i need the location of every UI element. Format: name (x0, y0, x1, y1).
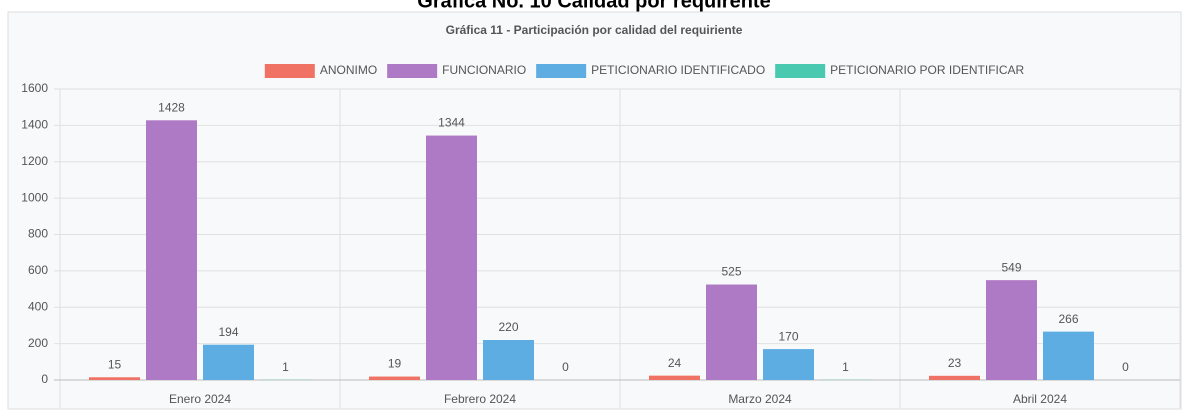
bar (763, 349, 814, 380)
legend-label: FUNCIONARIO (442, 63, 526, 77)
data-label: 24 (668, 356, 682, 370)
data-label: 1344 (438, 116, 465, 130)
bar (483, 339, 534, 380)
chart-frame (7, 11, 1182, 410)
x-tick-label: Abril 2024 (1013, 392, 1067, 406)
legend-swatch (775, 64, 826, 78)
bar (203, 344, 254, 380)
chart-title: Gráfica 11 - Participación por calidad d… (446, 23, 743, 37)
bar (706, 284, 757, 380)
x-tick-label: Febrero 2024 (444, 392, 516, 406)
bar (89, 377, 140, 380)
y-tick-label: 1200 (21, 154, 48, 168)
bar (369, 376, 420, 380)
data-label: 0 (562, 360, 569, 374)
y-tick-label: 1400 (21, 118, 48, 132)
y-tick-label: 400 (28, 299, 48, 313)
data-label: 170 (778, 329, 798, 343)
bar (986, 280, 1037, 380)
legend-swatch (387, 64, 438, 78)
page-title: Gráfica No. 10 Calidad por requirente (417, 0, 770, 12)
y-tick-label: 0 (41, 372, 48, 386)
data-label: 266 (1058, 312, 1078, 326)
legend-label: PETICIONARIO POR IDENTIFICAR (830, 63, 1024, 77)
data-label: 549 (1001, 260, 1021, 274)
legend-swatch (264, 64, 315, 78)
bar (426, 135, 477, 380)
bar (929, 375, 980, 380)
data-label: 220 (498, 320, 518, 334)
bar (649, 375, 700, 380)
y-tick-label: 800 (28, 227, 48, 241)
data-label: 0 (1122, 360, 1129, 374)
y-tick-label: 200 (28, 336, 48, 350)
x-tick-label: Enero 2024 (169, 392, 231, 406)
legend-label: PETICIONARIO IDENTIFICADO (591, 63, 765, 77)
data-label: 194 (218, 325, 238, 339)
data-label: 1 (282, 360, 289, 374)
data-label: 19 (388, 357, 402, 371)
bar (146, 120, 197, 380)
data-label: 1428 (158, 100, 185, 114)
data-label: 525 (721, 265, 741, 279)
data-label: 15 (108, 357, 122, 371)
data-label: 23 (948, 356, 962, 370)
y-tick-label: 1600 (21, 81, 48, 95)
y-tick-label: 1000 (21, 190, 48, 204)
legend-swatch (536, 64, 587, 78)
y-tick-label: 600 (28, 263, 48, 277)
legend-label: ANONIMO (320, 63, 377, 77)
bar (1043, 331, 1094, 380)
data-label: 1 (842, 360, 849, 374)
x-tick-label: Marzo 2024 (728, 392, 792, 406)
